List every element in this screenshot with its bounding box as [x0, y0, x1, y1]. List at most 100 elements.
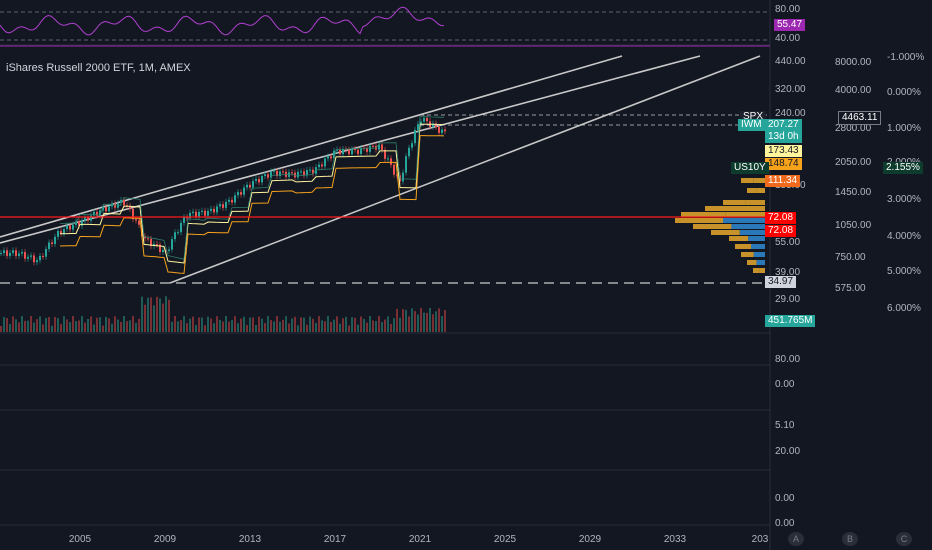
lower-pane-tick: 0.00 — [775, 379, 795, 390]
spx-axis-tick: 750.00 — [835, 252, 866, 263]
price-tag: 173.43 — [765, 145, 802, 157]
candle — [420, 121, 422, 125]
profile-bar-down — [753, 252, 765, 257]
candle — [108, 206, 110, 212]
candle — [228, 199, 230, 202]
profile-bar-up — [735, 244, 751, 249]
volume-bar — [231, 319, 233, 332]
volume-bar — [117, 319, 119, 332]
main-axis-tick: 55.00 — [775, 237, 800, 248]
pane-separators — [0, 0, 771, 550]
volume-bar — [249, 317, 251, 332]
corner-button-a[interactable]: A — [788, 532, 804, 546]
volume-bar — [435, 311, 437, 332]
volume-bar — [21, 316, 23, 332]
candle — [183, 217, 185, 223]
candle — [201, 210, 203, 212]
profile-bar-down — [756, 188, 765, 193]
volume-bar — [273, 321, 275, 332]
main-axis-tick: 29.00 — [775, 294, 800, 305]
candle — [0, 253, 2, 255]
candle — [327, 156, 329, 159]
spx-axis-tick: 1050.00 — [835, 220, 872, 231]
volume-bar — [3, 317, 5, 332]
volume-bar — [18, 322, 20, 332]
candle — [93, 211, 95, 216]
volume-bar — [348, 325, 350, 332]
volume-bar — [243, 316, 245, 332]
volume-bar — [432, 314, 434, 332]
volume-bar — [399, 317, 401, 332]
volume-bar — [288, 323, 290, 332]
candle — [360, 148, 362, 155]
volume-bar — [351, 317, 353, 332]
candle — [210, 208, 212, 211]
volume-bar — [75, 320, 77, 332]
volume-bar — [426, 312, 428, 332]
price-tag: 2.155% — [883, 162, 923, 174]
volume-bar — [285, 316, 287, 332]
candle — [369, 145, 371, 152]
volume-bar — [360, 316, 362, 332]
candle — [177, 232, 179, 234]
volume-bar — [0, 326, 2, 332]
volume-bar — [429, 308, 431, 332]
volume-bar — [132, 316, 134, 332]
candle — [138, 220, 140, 225]
candle — [237, 192, 239, 196]
volume-bar — [69, 322, 71, 332]
volume-bar — [276, 316, 278, 332]
price-tag: 207.27 — [765, 119, 802, 131]
candle — [99, 210, 101, 216]
candle — [246, 184, 248, 188]
volume-bar — [45, 317, 47, 332]
yield-axis-tick: -1.000% — [887, 52, 924, 63]
horizontal-levels[interactable] — [0, 114, 770, 284]
candle — [96, 211, 98, 216]
candle — [102, 207, 104, 211]
corner-button-c[interactable]: C — [896, 532, 912, 546]
profile-bar-down — [759, 268, 765, 273]
volume-bar — [177, 321, 179, 332]
price-tag: 111.34 — [765, 175, 801, 187]
candle — [273, 170, 275, 172]
volume-bar — [258, 316, 260, 332]
candle — [159, 244, 161, 253]
candle — [87, 216, 89, 221]
volume-bar — [441, 316, 443, 332]
volume-bar — [396, 308, 398, 332]
volume-bar — [402, 309, 404, 332]
rsi-pane — [0, 6, 770, 41]
candle — [84, 216, 86, 221]
volume-bar — [165, 296, 167, 332]
candle — [402, 172, 404, 182]
spx-axis-tick: 8000.00 — [835, 57, 872, 68]
volume-bar — [444, 310, 446, 332]
volume-bar — [66, 319, 68, 332]
candle — [240, 192, 242, 195]
volume-bar — [390, 323, 392, 332]
volume-bar — [27, 320, 29, 332]
candle — [351, 149, 353, 155]
candle — [60, 230, 62, 234]
yield-axis-tick: 5.000% — [887, 266, 921, 277]
volume-bar — [204, 325, 206, 332]
corner-button-b[interactable]: B — [842, 532, 858, 546]
volume-bar — [219, 319, 221, 332]
trend-channel[interactable] — [0, 55, 761, 284]
price-tag: 72.08 — [765, 225, 797, 237]
candle — [126, 205, 128, 207]
candle — [333, 150, 335, 159]
volume-bar — [6, 318, 8, 332]
channel-line-3 — [169, 55, 761, 284]
volume-bar — [303, 317, 305, 332]
candle — [63, 229, 65, 234]
volume-bar — [375, 321, 377, 332]
time-axis-label: 2033 — [664, 534, 687, 545]
lower-pane-tick: 20.00 — [775, 446, 800, 457]
main-axis-tick: 440.00 — [775, 56, 806, 67]
volume-bar — [96, 317, 98, 332]
volume-bar — [312, 318, 314, 332]
candle — [18, 253, 20, 256]
